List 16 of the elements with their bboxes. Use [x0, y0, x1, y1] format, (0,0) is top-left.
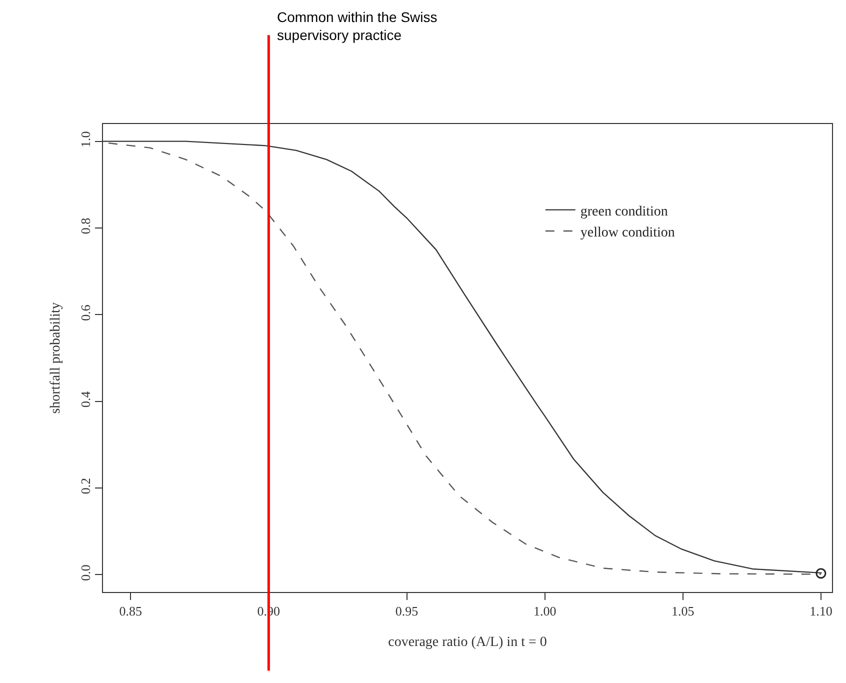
y-tick-label: 0.6 — [78, 304, 93, 321]
x-tick-label: 0.95 — [395, 604, 418, 619]
y-tick-label: 1.0 — [78, 131, 93, 148]
y-tick-label: 0.2 — [78, 478, 93, 494]
x-tick-label: 0.85 — [119, 604, 142, 619]
x-tick-label: 1.00 — [533, 604, 556, 619]
legend-label: yellow condition — [580, 225, 675, 240]
ref-line-label: Common within the Swiss supervisory practice — [277, 9, 438, 44]
x-axis-title: coverage ratio (A/L) in t = 0 — [388, 634, 547, 650]
y-tick-label: 0.0 — [78, 564, 93, 581]
x-tick-label: 1.10 — [810, 604, 832, 619]
y-tick-label: 0.4 — [78, 390, 93, 408]
y-tick-label: 0.8 — [78, 218, 93, 234]
y-axis-title: shortfall probability — [48, 302, 64, 414]
legend-label: green condition — [580, 204, 668, 220]
x-tick-label: 1.05 — [672, 604, 694, 619]
